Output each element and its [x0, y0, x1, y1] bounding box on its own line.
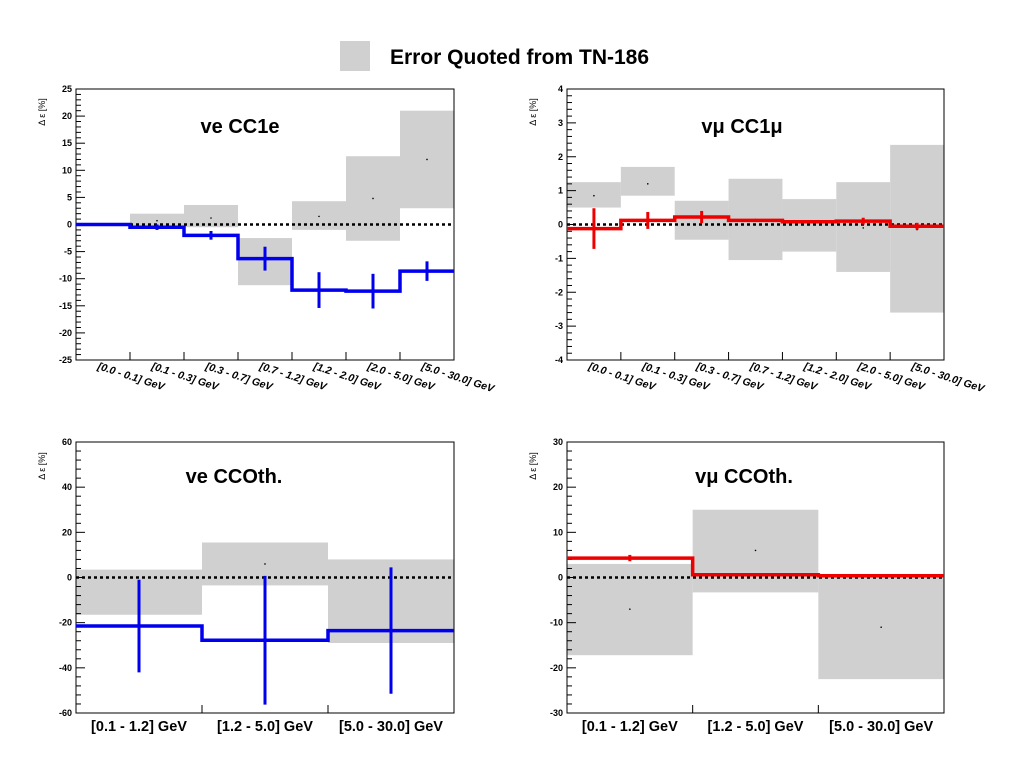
y-tick-label-1: -60 — [59, 708, 72, 718]
y-tick-label-9: 4 — [558, 84, 563, 94]
y-tick-label-2: -40 — [59, 663, 72, 673]
error-band-bin-6 — [836, 182, 891, 272]
band-center-point-3 — [210, 217, 212, 219]
band-center-point-7 — [426, 158, 428, 161]
y-tick-label-9: 15 — [62, 138, 72, 148]
y-tick-label-1: -30 — [550, 708, 563, 718]
band-center-point-1 — [593, 194, 595, 197]
chart-panel-4: -30 -20 -10 0 10 20 30 Δ ε [%] [0.1 - 1.2] GeV [1… — [528, 437, 945, 735]
y-tick-label-2: -20 — [550, 663, 563, 673]
y-tick-label-8: 3 — [558, 118, 563, 128]
band-center-point-3 — [880, 626, 882, 628]
y-tick-label-5: -5 — [64, 247, 72, 257]
category-label-2: [1.2 - 5.0] GeV — [708, 719, 804, 735]
y-tick-label-3: -20 — [59, 618, 72, 628]
y-tick-label-7: 5 — [67, 192, 72, 202]
band-center-point-2 — [646, 183, 649, 185]
chart-title: vμ CC1μ — [701, 116, 782, 138]
chart-title: vμ CCOth. — [695, 466, 793, 488]
y-tick-label-10: 20 — [62, 111, 72, 121]
category-label-2: [1.2 - 5.0] GeV — [217, 719, 313, 735]
y-tick-label-4: 0 — [67, 573, 72, 583]
y-tick-label-11: 25 — [62, 84, 72, 94]
y-tick-label-4: 0 — [558, 573, 563, 583]
error-band-bin-1 — [567, 182, 621, 208]
band-center-point-2 — [754, 549, 757, 552]
legend: Error Quoted from TN-186 — [340, 41, 649, 71]
category-label-1: [0.1 - 1.2] GeV — [582, 719, 678, 735]
y-tick-label-6: 0 — [67, 220, 72, 230]
y-axis-label: Δ ε [%] — [37, 452, 47, 480]
y-tick-label-2: -3 — [555, 321, 563, 331]
category-label-3: [5.0 - 30.0] GeV — [339, 719, 443, 735]
y-tick-label-7: 2 — [558, 152, 563, 162]
y-tick-label-7: 30 — [553, 437, 563, 447]
error-band-bin-2 — [620, 166, 675, 196]
legend-label: Error Quoted from TN-186 — [390, 46, 649, 69]
y-tick-label-3: -2 — [555, 287, 563, 297]
series-step-line — [567, 556, 944, 578]
y-axis-label: Δ ε [%] — [528, 98, 538, 126]
y-tick-label-8: 10 — [62, 165, 72, 175]
chart-panel-3: -60 -40 -20 0 20 40 60 Δ ε [%] [0.1 - 1.2] GeV [1… — [37, 437, 455, 735]
y-axis-label: Δ ε [%] — [528, 452, 538, 480]
y-tick-label-5: 0 — [558, 220, 563, 230]
y-axis-label: Δ ε [%] — [37, 98, 47, 126]
y-tick-label-2: -20 — [59, 328, 72, 338]
y-tick-label-3: -15 — [59, 301, 72, 311]
chart-title: ve CC1e — [201, 116, 280, 138]
series-step-line — [567, 215, 944, 231]
y-tick-label-6: 20 — [553, 482, 563, 492]
category-label-3: [5.0 - 30.0] GeV — [829, 719, 933, 735]
y-tick-label-4: -10 — [59, 274, 72, 284]
y-tick-label-6: 1 — [558, 186, 563, 196]
band-center-point-1 — [629, 608, 631, 610]
band-center-point-2 — [156, 219, 158, 222]
y-tick-label-5: 20 — [62, 527, 72, 537]
band-center-point-6 — [862, 227, 865, 229]
y-tick-label-7: 60 — [62, 437, 72, 447]
band-center-point-5 — [318, 215, 320, 218]
y-tick-label-1: -4 — [555, 355, 563, 365]
chart-title: ve CCOth. — [186, 466, 283, 488]
y-tick-label-5: 10 — [553, 527, 563, 537]
error-band-bin-3 — [184, 204, 238, 228]
y-tick-label-6: 40 — [62, 482, 72, 492]
y-tick-label-3: -10 — [550, 618, 563, 628]
category-label-1: [0.1 - 1.2] GeV — [91, 719, 187, 735]
band-center-point-2 — [264, 563, 266, 565]
legend-swatch — [340, 41, 370, 71]
y-tick-label-4: -1 — [555, 253, 563, 263]
band-center-point-6 — [372, 197, 374, 200]
y-tick-label-1: -25 — [59, 355, 72, 365]
